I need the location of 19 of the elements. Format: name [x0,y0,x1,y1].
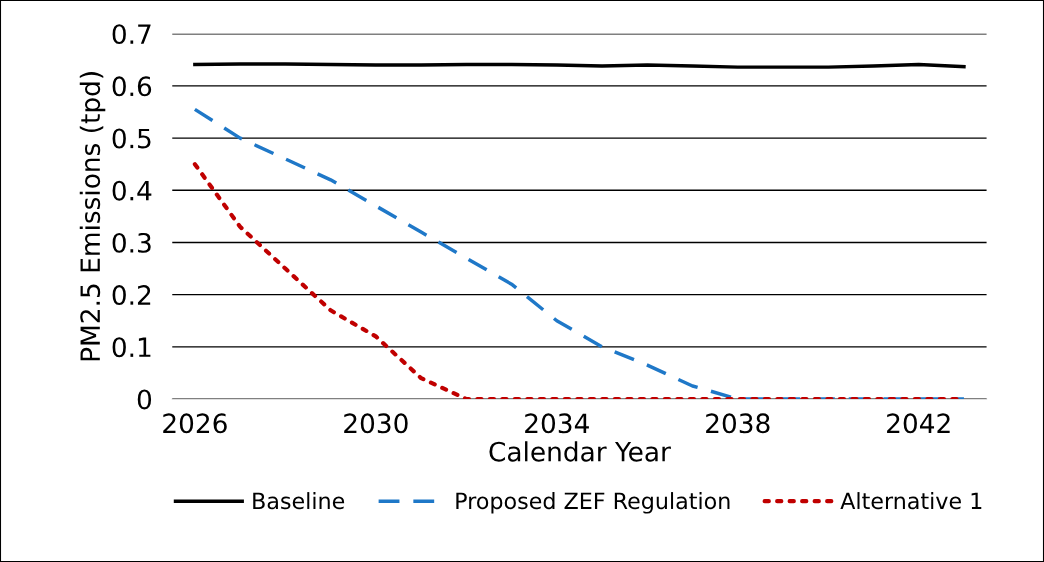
y-tick-label: 0.5 [112,128,151,149]
y-tick-label: 0.7 [112,24,151,45]
y-tick-label: 0.6 [112,76,152,97]
x-tick-label: 2038 [706,413,770,434]
x-tick-label: 2026 [163,413,227,434]
y-tick-label: 0.3 [112,232,151,253]
legend-label: Proposed ZEF Regulation [456,492,730,514]
x-axis-title: Calendar Year [489,441,671,462]
legend-label: Alternative 1 [840,492,982,510]
x-tick-label: 2042 [887,413,950,434]
y-axis-title: PM2.5 Emissions (tpd) [79,72,106,361]
x-tick-label: 2034 [525,413,589,434]
y-tick-label: 0.4 [112,180,152,201]
line-series [193,107,966,400]
y-tick-label: 0.1 [112,337,151,358]
y-tick-label: 0 [137,389,152,410]
x-tick-label: 2030 [344,413,408,434]
y-tick-label: 0.2 [112,285,151,306]
legend-label: Baseline [253,492,345,510]
